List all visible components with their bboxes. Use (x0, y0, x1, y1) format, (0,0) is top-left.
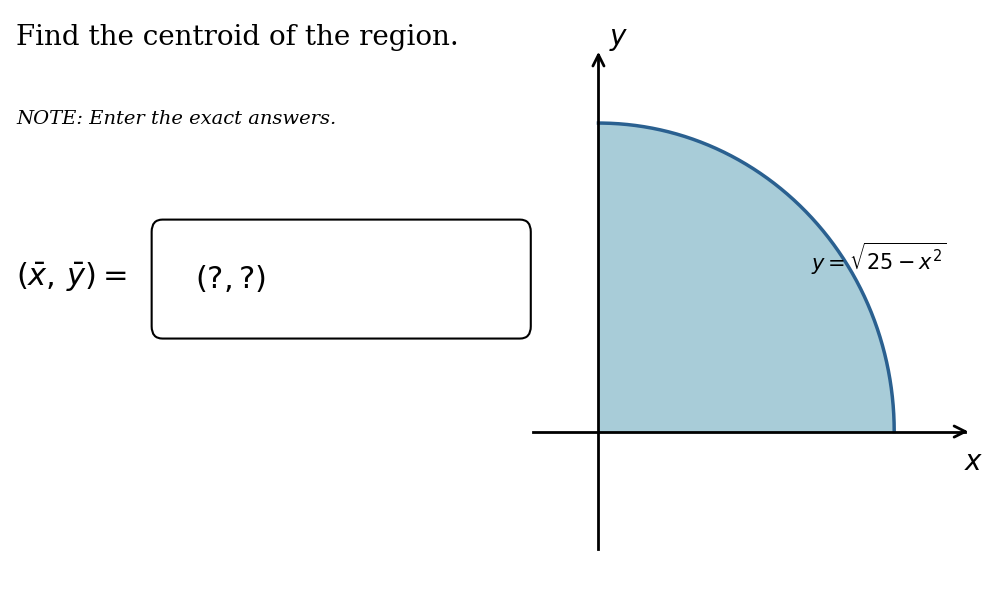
Text: $\mathit{x}$: $\mathit{x}$ (963, 449, 983, 476)
FancyBboxPatch shape (151, 220, 530, 339)
Text: $(\bar{x},\, \bar{y}) =$: $(\bar{x},\, \bar{y}) =$ (16, 261, 127, 294)
Polygon shape (598, 123, 894, 431)
Text: $\mathit{y}$: $\mathit{y}$ (609, 26, 628, 53)
Text: $(?, ?)$: $(?, ?)$ (194, 264, 266, 295)
Text: Find the centroid of the region.: Find the centroid of the region. (16, 24, 459, 51)
Text: $y = \sqrt{25 - x^2}$: $y = \sqrt{25 - x^2}$ (811, 241, 946, 277)
Text: NOTE: Enter the exact answers.: NOTE: Enter the exact answers. (16, 110, 336, 128)
